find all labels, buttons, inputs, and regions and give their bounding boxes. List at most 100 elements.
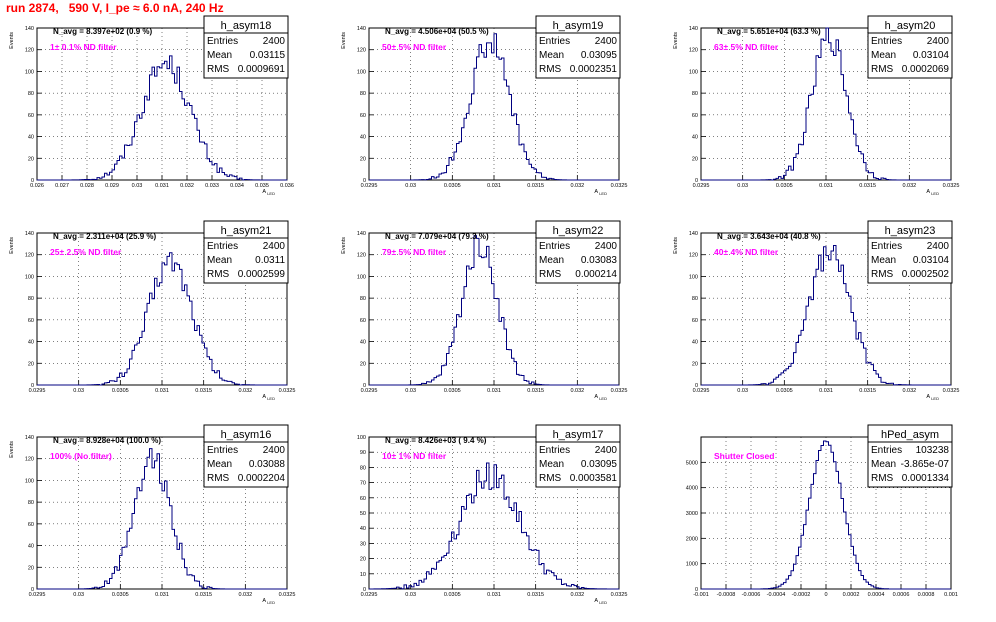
x-tick-label: 0.032 [570, 592, 584, 598]
x-tick-label: 0.0325 [943, 388, 960, 394]
x-tick-label: 0.0002 [843, 592, 860, 598]
filter-annotation: 25± 2.5% ND filter [50, 247, 122, 257]
stats-value: 0.0002599 [238, 269, 286, 280]
stats-label: Mean [207, 459, 232, 470]
x-tick-label: 0.031 [819, 183, 833, 189]
n-avg-label: N_avg = 8.397e+02 (0.9 %) [53, 27, 153, 36]
stats-title: h_asym16 [221, 429, 272, 441]
x-tick-label: 0.0305 [444, 388, 461, 394]
filter-annotation: 100% (No filter) [50, 451, 112, 461]
y-axis-title: Events [9, 441, 15, 458]
stats-box [535, 15, 621, 79]
y-tick-label: 40 [692, 135, 698, 141]
y-tick-label: 20 [360, 156, 366, 162]
x-tick-label: 0.032 [570, 388, 584, 394]
stats-value: 0.0002204 [238, 473, 286, 484]
x-axis-title: A LED [262, 598, 275, 605]
stats-label: Entries [539, 445, 570, 456]
x-tick-label: 0.029 [105, 183, 119, 189]
stats-label: Mean [539, 255, 564, 266]
y-tick-label: 0 [695, 178, 698, 184]
x-tick-label: 0.0305 [112, 388, 129, 394]
y-tick-label: 0 [695, 587, 698, 593]
stats-box [203, 220, 289, 284]
stats-label: Mean [207, 255, 232, 266]
stats-label: RMS [539, 473, 562, 484]
y-tick-label: 120 [357, 48, 366, 54]
x-tick-label: -0.0002 [792, 592, 811, 598]
x-tick-label: 0.0315 [527, 592, 544, 598]
x-tick-label: 0.033 [205, 183, 219, 189]
stats-value: 0.03115 [250, 50, 286, 61]
stats-value: 0.0002069 [902, 64, 950, 75]
x-tick-label: 0.0325 [279, 592, 296, 598]
stats-label: RMS [871, 64, 894, 75]
stats-value: 2400 [927, 241, 950, 252]
y-tick-label: 0 [31, 587, 34, 593]
x-tick-label: 0.03 [73, 388, 84, 394]
x-tick-label: 0.0295 [29, 592, 46, 598]
histogram-line [37, 252, 287, 386]
y-tick-label: 80 [360, 91, 366, 97]
x-tick-label: 0.03 [73, 592, 84, 598]
x-tick-label: 0.0305 [444, 183, 461, 189]
filter-annotation: 79± 5% ND filter [382, 247, 447, 257]
y-tick-label: 140 [357, 26, 366, 32]
x-tick-label: 0.032 [902, 183, 916, 189]
x-tick-label: 0.031 [487, 388, 501, 394]
y-tick-label: 4000 [686, 486, 698, 492]
x-tick-label: 0.03 [737, 183, 748, 189]
histogram-line [701, 440, 951, 590]
x-tick-label: 0.028 [80, 183, 94, 189]
stats-value: 2400 [263, 36, 286, 47]
histogram-line [369, 33, 619, 181]
x-tick-label: 0.036 [280, 183, 294, 189]
y-tick-label: 40 [692, 340, 698, 346]
stats-value: -3.865e-07 [901, 459, 950, 470]
histogram-line [368, 462, 620, 590]
stats-box [867, 15, 953, 79]
stats-label: RMS [207, 269, 230, 280]
stats-title: h_asym23 [885, 225, 936, 237]
stats-value: 0.03095 [581, 459, 618, 470]
stats-title: h_asym21 [221, 225, 272, 237]
stats-value: 0.0002351 [570, 64, 618, 75]
n-avg-label: N_avg = 5.651e+04 (63.3 %) [717, 27, 821, 36]
y-tick-label: 100 [25, 274, 34, 280]
histogram-line [369, 235, 619, 386]
y-tick-label: 100 [689, 69, 698, 75]
x-tick-label: 0.032 [238, 592, 252, 598]
histogram-panel-h_asym19: 0.0295 0.03 0.0305 0.031 0.0315 0.032 0.0325 0 2… [341, 15, 627, 196]
stats-value: 0.03104 [913, 255, 950, 266]
stats-label: Entries [871, 445, 902, 456]
x-tick-label: 0 [824, 592, 827, 598]
x-tick-label: 0.0295 [361, 388, 378, 394]
x-tick-label: 0.0295 [361, 592, 378, 598]
y-tick-label: 80 [28, 91, 34, 97]
stats-value: 2400 [595, 445, 618, 456]
histogram-line [37, 55, 288, 181]
x-axis-title: A LED [594, 189, 607, 196]
x-axis-title: A LED [926, 394, 939, 401]
n-avg-label: N_avg = 8.928e+04 (100.0 %) [53, 436, 161, 445]
stats-label: Mean [871, 255, 896, 266]
y-tick-label: 80 [692, 91, 698, 97]
stats-value: 2400 [263, 445, 286, 456]
stats-label: RMS [207, 64, 230, 75]
stats-value: 0.0001334 [902, 473, 950, 484]
x-tick-label: 0.0325 [611, 592, 628, 598]
stats-label: Mean [539, 50, 564, 61]
y-tick-label: 120 [25, 48, 34, 54]
stats-box [867, 220, 953, 284]
x-tick-label: 0.03 [405, 388, 416, 394]
y-tick-label: 60 [360, 113, 366, 119]
stats-label: RMS [871, 473, 894, 484]
stats-label: Entries [207, 445, 238, 456]
stats-title: h_asym17 [553, 429, 604, 441]
y-tick-label: 80 [360, 465, 366, 471]
y-axis-title: Events [9, 32, 15, 49]
n-avg-label: N_avg = 8.426e+03 ( 9.4 %) [385, 436, 487, 445]
y-tick-label: 40 [28, 135, 34, 141]
y-axis-title: Events [673, 237, 679, 254]
stats-box [867, 424, 953, 488]
